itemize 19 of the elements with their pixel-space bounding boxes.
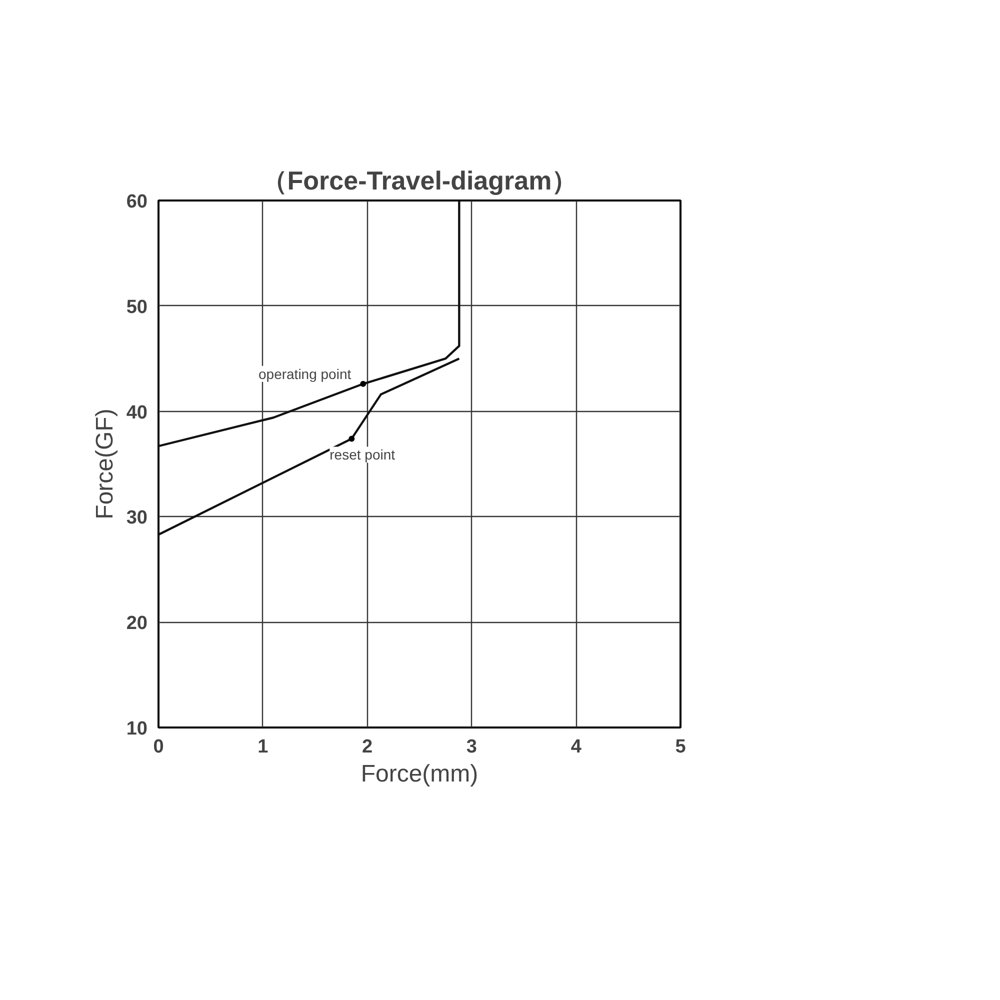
y-tick-label: 10 bbox=[126, 718, 148, 740]
annotation: operating point bbox=[258, 366, 352, 382]
line-series bbox=[158, 200, 460, 448]
x-tick-label: 0 bbox=[153, 736, 164, 758]
chart-title: （Force-Travel-diagram） bbox=[261, 166, 578, 196]
x-tick-label: 1 bbox=[258, 736, 269, 758]
x-tick-label: 3 bbox=[466, 736, 477, 758]
y-tick-label: 40 bbox=[126, 402, 148, 424]
line-series bbox=[158, 358, 460, 536]
x-tick-label: 2 bbox=[362, 736, 373, 758]
x-tick-label: 5 bbox=[675, 736, 686, 758]
y-tick-label: 50 bbox=[126, 296, 148, 318]
y-tick-label: 30 bbox=[126, 508, 148, 529]
y-axis-title: Force(GF) bbox=[91, 408, 118, 520]
y-tick-label: 60 bbox=[126, 192, 148, 212]
x-axis-title: Force(mm) bbox=[360, 760, 478, 788]
x-tick-label: 4 bbox=[570, 736, 582, 758]
y-tick-label: 20 bbox=[126, 613, 148, 634]
annotation: reset point bbox=[330, 446, 396, 463]
